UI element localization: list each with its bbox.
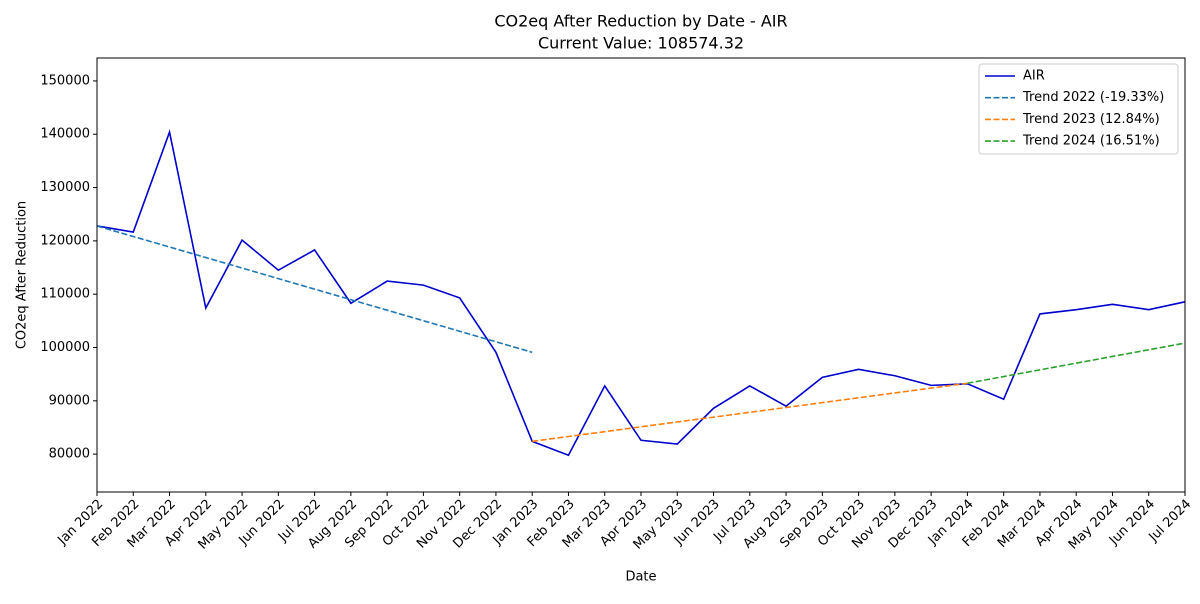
- y-tick-label: 140000: [40, 127, 90, 142]
- legend-label: AIR: [1023, 69, 1045, 84]
- y-tick-label: 130000: [40, 180, 90, 195]
- y-axis-label: CO2eq After Reduction: [15, 201, 30, 349]
- y-tick-label: 150000: [40, 73, 90, 88]
- series-line: [532, 382, 968, 443]
- series-line: [967, 342, 1186, 385]
- y-tick-label: 90000: [49, 393, 90, 408]
- series-line: [96, 129, 1186, 457]
- plot-frame: [96, 57, 1186, 493]
- x-axis-label: Date: [625, 570, 656, 585]
- legend-label: Trend 2023 (12.84%): [1022, 112, 1160, 127]
- chart-title: CO2eq After Reduction by Date - AIR: [494, 12, 787, 31]
- legend-label: Trend 2024 (16.51%): [1022, 134, 1160, 149]
- legend-box: [978, 63, 1179, 155]
- chart-subtitle: Current Value: 108574.32: [538, 34, 744, 53]
- y-tick-label: 120000: [40, 233, 90, 248]
- y-tick-label: 100000: [40, 340, 90, 355]
- y-tick-label: 80000: [49, 447, 90, 462]
- series-line: [96, 225, 533, 354]
- legend-label: Trend 2022 (-19.33%): [1022, 90, 1164, 105]
- y-tick-label: 110000: [40, 287, 90, 302]
